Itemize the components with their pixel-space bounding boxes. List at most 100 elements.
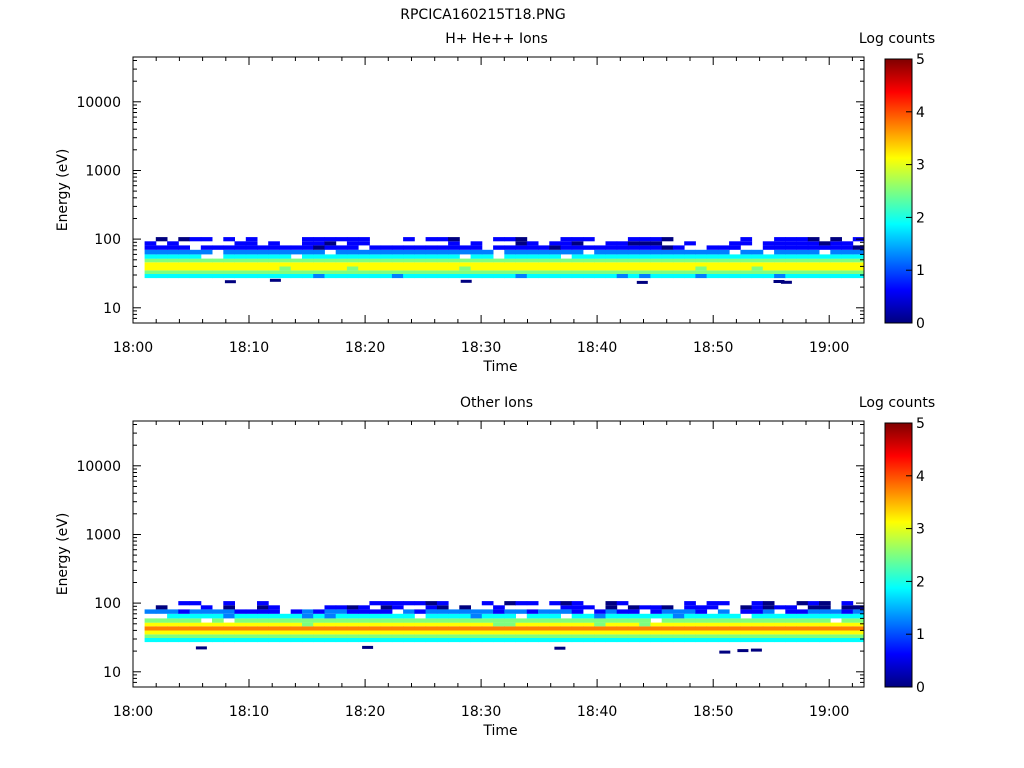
heatmap-cell bbox=[819, 245, 831, 250]
heatmap-cell bbox=[335, 613, 348, 619]
heatmap-cell bbox=[661, 249, 674, 255]
heatmap-cell bbox=[268, 258, 280, 263]
heatmap-cell bbox=[616, 254, 629, 259]
heatmap-cell bbox=[391, 634, 404, 638]
heatmap-cell bbox=[268, 274, 280, 279]
heatmap-cell bbox=[774, 241, 786, 246]
heatmap-cell bbox=[650, 270, 663, 274]
heatmap-cell bbox=[459, 626, 471, 631]
colorbar-tick-label: 3 bbox=[916, 522, 925, 538]
heatmap-cell bbox=[751, 249, 764, 255]
heatmap-cell bbox=[830, 613, 842, 619]
heatmap-cell bbox=[313, 622, 325, 627]
heatmap-cell bbox=[571, 274, 584, 279]
heatmap-cell bbox=[155, 249, 168, 255]
heatmap-cell bbox=[807, 254, 820, 259]
heatmap-cell bbox=[560, 249, 573, 255]
heatmap-cell bbox=[369, 622, 382, 627]
heatmap-cell bbox=[616, 618, 629, 623]
heatmap-cell bbox=[830, 630, 842, 635]
heatmap-cell bbox=[515, 237, 528, 242]
heatmap-cell bbox=[852, 630, 865, 635]
heatmap-cells bbox=[144, 237, 865, 284]
heatmap-cell bbox=[212, 634, 224, 638]
colorbar-tick-label: 1 bbox=[916, 263, 925, 279]
heatmap-cell bbox=[493, 618, 505, 623]
heatmap-cell bbox=[245, 262, 258, 267]
heatmap-cell bbox=[560, 245, 573, 250]
heatmap-cell bbox=[362, 645, 374, 649]
heatmap-cell bbox=[526, 249, 539, 255]
heatmap-cell bbox=[538, 274, 550, 279]
heatmap-cell bbox=[200, 626, 213, 631]
heatmap-cell bbox=[504, 622, 516, 627]
heatmap-cell bbox=[780, 280, 792, 284]
heatmap-cell bbox=[313, 630, 325, 635]
heatmap-cell bbox=[762, 270, 775, 274]
heatmap-cell bbox=[290, 630, 303, 635]
heatmap-cell bbox=[436, 270, 449, 274]
heatmap-cell bbox=[212, 262, 224, 267]
heatmap-cell bbox=[234, 249, 247, 255]
heatmap-cell bbox=[538, 258, 550, 263]
heatmap-cell bbox=[549, 254, 561, 259]
heatmap-cell bbox=[549, 613, 561, 619]
heatmap-cell bbox=[369, 609, 382, 614]
heatmap-cell bbox=[627, 266, 640, 271]
heatmap-cell bbox=[335, 622, 348, 627]
heatmap-cell bbox=[538, 613, 550, 619]
heatmap-cell bbox=[144, 258, 157, 263]
heatmap-cell bbox=[414, 634, 427, 638]
heatmap-cell bbox=[313, 638, 325, 643]
heatmap-cell bbox=[234, 262, 247, 267]
heatmap-cell bbox=[200, 605, 213, 610]
heatmap-cell bbox=[335, 249, 348, 255]
heatmap-cell bbox=[605, 601, 618, 606]
heatmap-cell bbox=[346, 241, 359, 246]
heatmap-cell bbox=[639, 241, 651, 246]
heatmap-cell bbox=[830, 270, 842, 274]
heatmap-cell bbox=[358, 618, 370, 623]
heatmap-cell bbox=[627, 241, 640, 246]
heatmap-cell bbox=[819, 254, 831, 259]
heatmap-cell bbox=[481, 626, 494, 631]
heatmap-cell bbox=[695, 266, 708, 271]
heatmap-cell bbox=[504, 634, 516, 638]
heatmap-cell bbox=[290, 638, 303, 643]
heatmap-cell bbox=[740, 630, 753, 635]
heatmap-cell bbox=[538, 622, 550, 627]
heatmap-cell bbox=[436, 630, 449, 635]
heatmap-cell bbox=[616, 270, 629, 274]
heatmap-cell bbox=[245, 638, 258, 643]
heatmap-cell bbox=[706, 618, 719, 623]
heatmap-cell bbox=[661, 609, 674, 614]
heatmap-cell bbox=[751, 258, 764, 263]
heatmap-cell bbox=[819, 241, 831, 246]
heatmap-cell bbox=[155, 237, 168, 242]
heatmap-cell bbox=[448, 258, 460, 263]
heatmap-cell bbox=[425, 638, 438, 643]
heatmap-cell bbox=[470, 638, 483, 643]
heatmap-cell bbox=[504, 618, 516, 623]
heatmap-cell bbox=[549, 274, 561, 279]
heatmap-cell bbox=[650, 262, 663, 267]
heatmap-cell bbox=[762, 605, 775, 610]
heatmap-cell bbox=[717, 270, 730, 274]
heatmap-cell bbox=[639, 245, 651, 250]
x-axis: 18:00 18:10 18:20 18:30 18:40 18:50 19:00 bbox=[113, 57, 853, 356]
heatmap-cell bbox=[459, 618, 471, 623]
heatmap-cell bbox=[785, 245, 797, 250]
heatmap-cell bbox=[560, 622, 573, 627]
heatmap-cell bbox=[785, 634, 797, 638]
heatmap-cell bbox=[189, 249, 202, 255]
heatmap-cell bbox=[616, 613, 629, 619]
heatmap-cell bbox=[717, 630, 730, 635]
heatmap-cell bbox=[358, 274, 370, 279]
x-axis: 18:00 18:10 18:20 18:30 18:40 18:50 19:00 bbox=[113, 421, 853, 720]
heatmap-cell bbox=[195, 646, 207, 650]
heatmap-cell bbox=[605, 266, 618, 271]
heatmap-cell bbox=[594, 274, 606, 279]
heatmap-cell bbox=[302, 626, 314, 631]
heatmap-cell bbox=[268, 609, 280, 614]
heatmap-cell bbox=[549, 258, 561, 263]
